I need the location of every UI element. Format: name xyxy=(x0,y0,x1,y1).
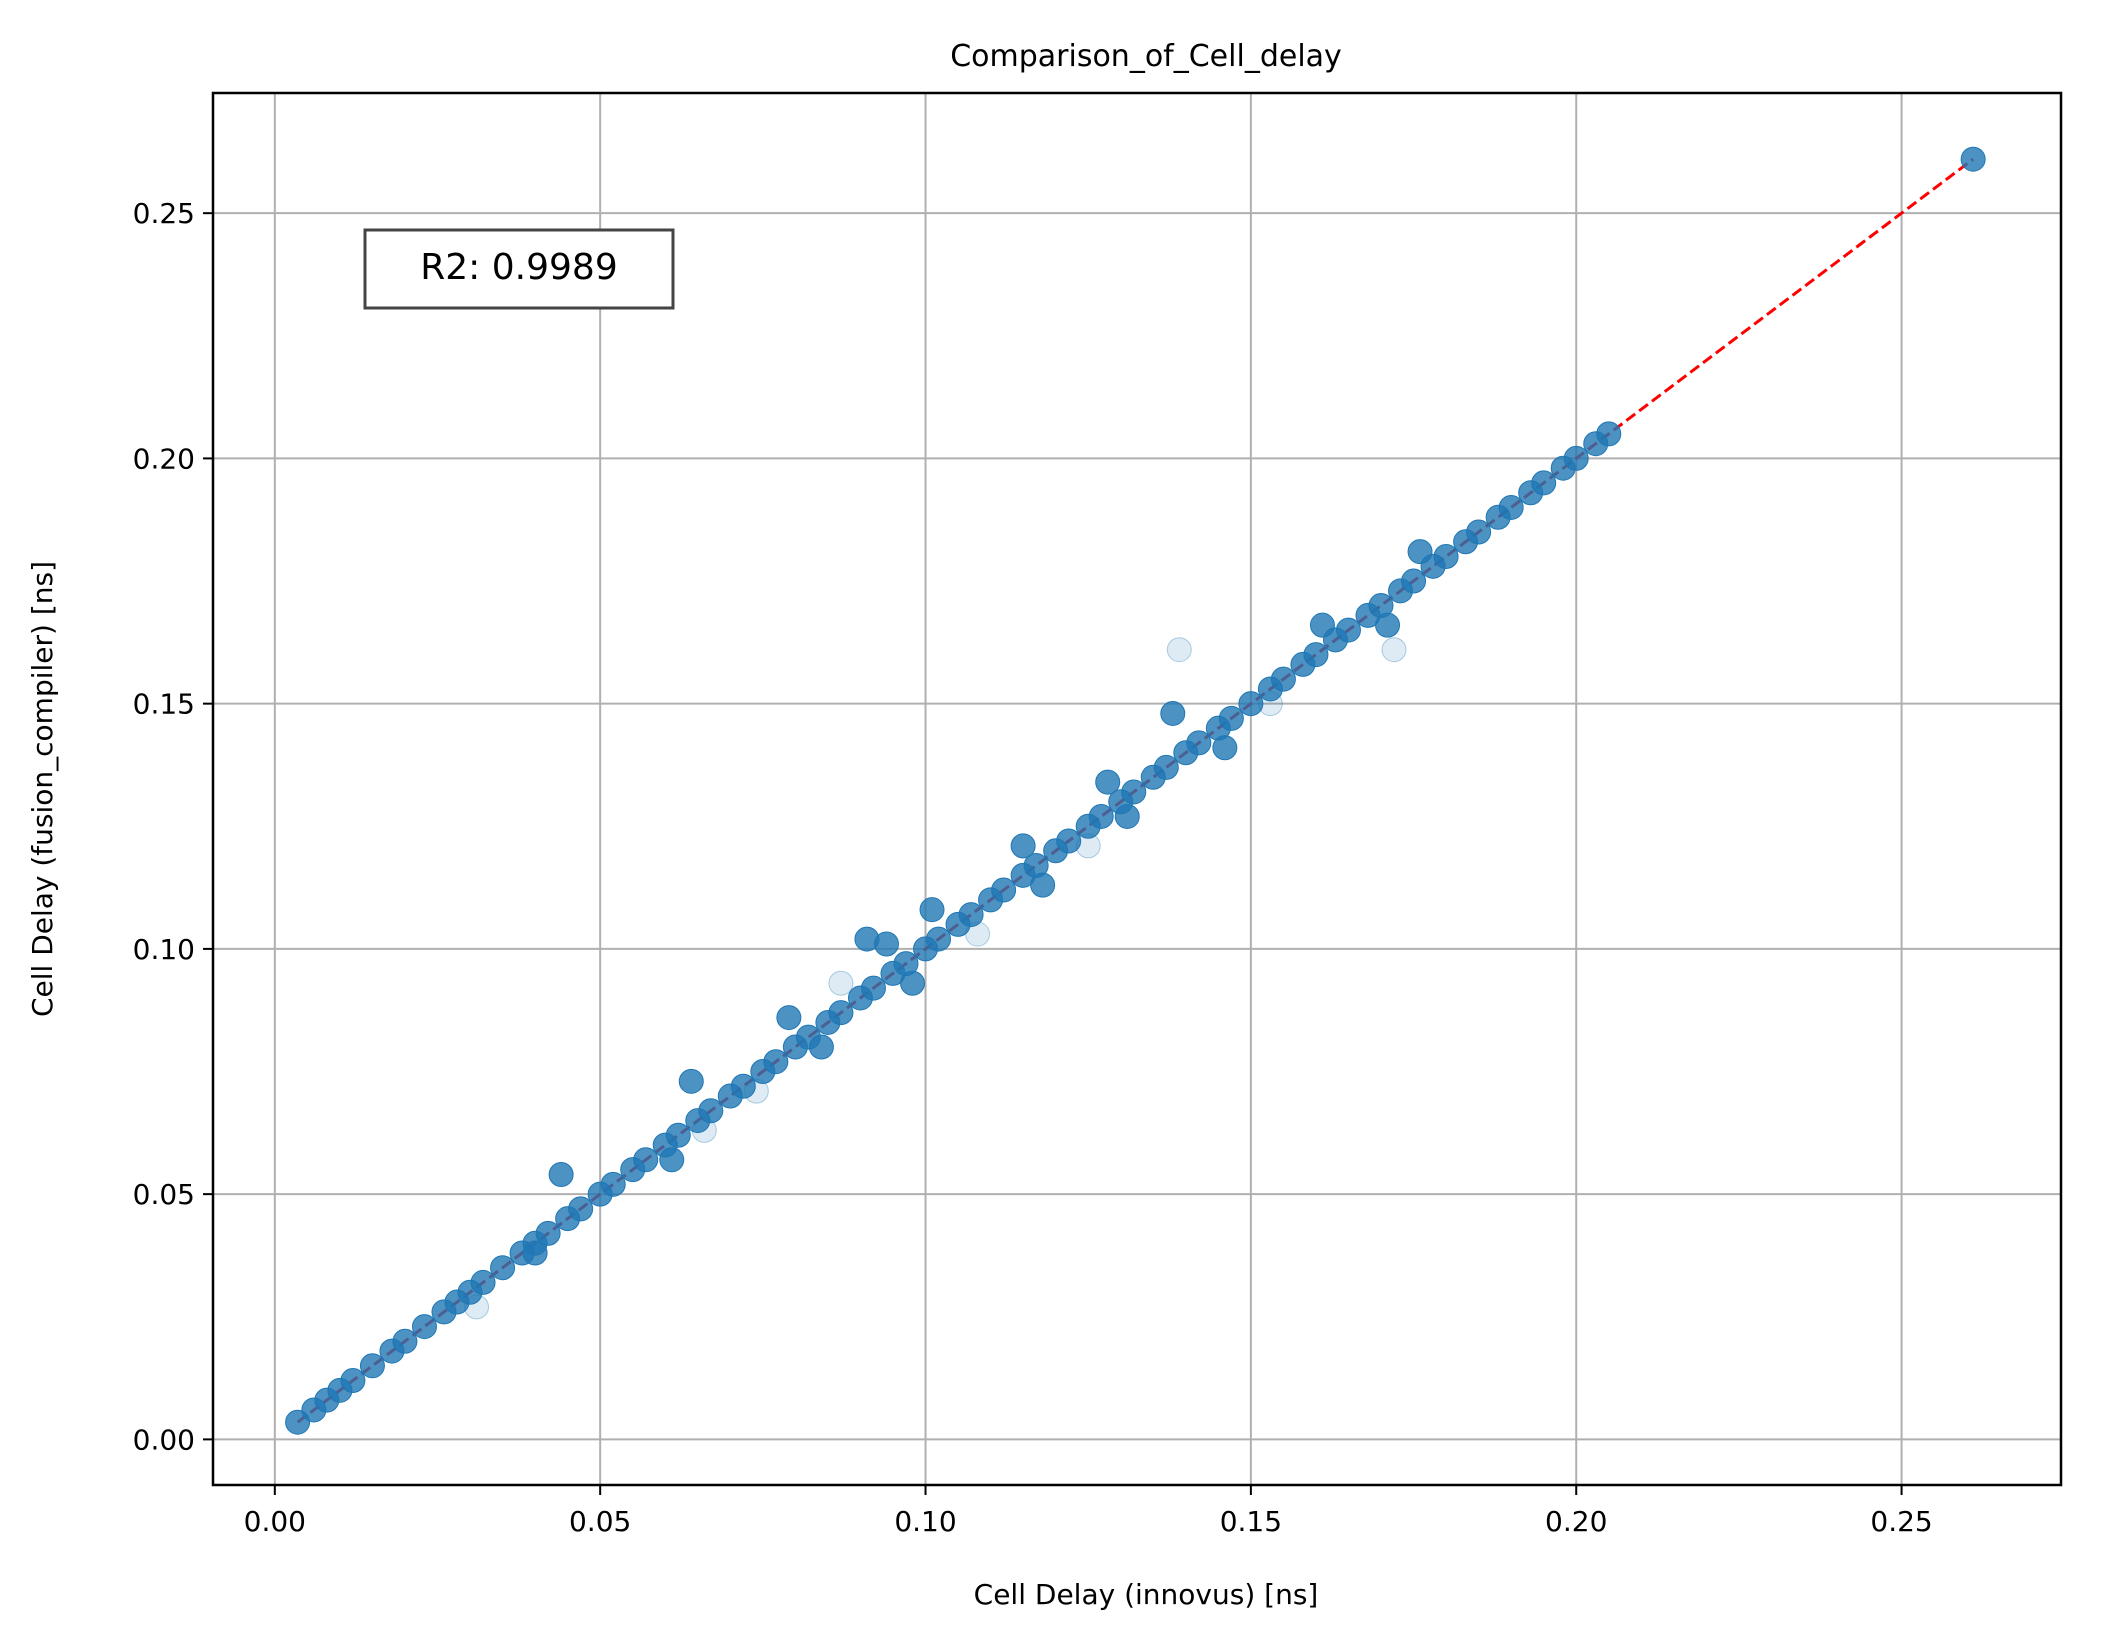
data-point xyxy=(873,931,899,957)
data-point xyxy=(919,897,945,923)
data-point xyxy=(698,1098,724,1124)
data-point xyxy=(659,1147,685,1173)
data-point xyxy=(1309,612,1335,638)
data-point xyxy=(730,1073,756,1099)
data-point xyxy=(340,1368,366,1394)
data-point xyxy=(1030,872,1056,898)
data-point xyxy=(1960,146,1986,172)
data-point xyxy=(1270,666,1296,692)
r2-annotation-box xyxy=(363,228,675,310)
data-point xyxy=(1335,617,1361,643)
data-point xyxy=(763,1049,789,1075)
r2-annotation: R2: 0.9989 xyxy=(363,228,675,310)
data-point xyxy=(1466,519,1492,545)
data-points xyxy=(285,146,1986,1435)
x-tick-label: 0.10 xyxy=(894,1505,956,1538)
data-point xyxy=(1088,803,1114,829)
data-point xyxy=(1056,828,1082,854)
data-point xyxy=(1375,612,1401,638)
data-point xyxy=(633,1147,659,1173)
data-point xyxy=(828,1000,854,1026)
data-point xyxy=(900,970,926,996)
y-tick-label: 0.00 xyxy=(133,1423,195,1456)
data-point xyxy=(965,921,991,947)
chart-title: Comparison_of_Cell_delay xyxy=(950,39,1342,74)
data-point xyxy=(691,1117,717,1143)
data-point xyxy=(1563,445,1589,471)
plot-frame xyxy=(211,91,2063,1487)
data-point xyxy=(860,975,886,1001)
data-point xyxy=(1166,637,1192,663)
data-point xyxy=(522,1240,548,1266)
grid-lines xyxy=(213,93,2061,1485)
data-point xyxy=(1433,544,1459,570)
data-point xyxy=(1498,494,1524,520)
data-point xyxy=(991,877,1017,903)
data-point xyxy=(1303,642,1329,668)
data-point xyxy=(1121,779,1147,805)
y-axis-ticks: 0.00 0.05 0.10 0.15 0.20 0.25 xyxy=(133,197,213,1456)
data-point xyxy=(568,1196,594,1222)
x-tick-label: 0.15 xyxy=(1220,1505,1282,1538)
x-axis-ticks: 0.00 0.05 0.10 0.15 0.20 0.25 xyxy=(244,1485,1933,1538)
y-tick-label: 0.05 xyxy=(133,1178,195,1211)
x-tick-label: 0.25 xyxy=(1870,1505,1932,1538)
data-point xyxy=(490,1255,516,1281)
y-tick-label: 0.15 xyxy=(133,688,195,721)
data-point xyxy=(1401,568,1427,594)
data-point xyxy=(411,1314,437,1340)
data-point xyxy=(1075,833,1101,859)
data-point xyxy=(1010,833,1036,859)
data-point xyxy=(926,926,952,952)
data-point xyxy=(958,902,984,928)
data-point xyxy=(678,1068,704,1094)
data-point xyxy=(359,1353,385,1379)
data-point xyxy=(535,1220,561,1246)
data-point xyxy=(392,1328,418,1354)
data-point xyxy=(1531,470,1557,496)
data-point xyxy=(1407,539,1433,565)
data-point xyxy=(1153,754,1179,780)
y-tick-label: 0.25 xyxy=(133,197,195,230)
y-tick-label: 0.20 xyxy=(133,442,195,475)
data-point xyxy=(1095,769,1121,795)
x-axis-label: Cell Delay (innovus) [ns] xyxy=(974,1578,1319,1611)
data-point xyxy=(1160,700,1186,726)
x-tick-label: 0.00 xyxy=(244,1505,306,1538)
data-point xyxy=(1381,637,1407,663)
data-point xyxy=(470,1269,496,1295)
y-axis-label: Cell Delay (fusion_compiler) [ns] xyxy=(26,561,59,1017)
data-point xyxy=(1218,705,1244,731)
data-point xyxy=(1596,421,1622,447)
data-point xyxy=(808,1034,834,1060)
data-point xyxy=(464,1294,490,1320)
data-point xyxy=(548,1162,574,1188)
data-point xyxy=(1186,730,1212,756)
data-point xyxy=(776,1005,802,1031)
data-point xyxy=(828,970,854,996)
data-point xyxy=(1257,691,1283,717)
data-point xyxy=(743,1078,769,1104)
data-point xyxy=(1212,735,1238,761)
x-tick-label: 0.20 xyxy=(1545,1505,1607,1538)
y-tick-label: 0.10 xyxy=(133,933,195,966)
data-point xyxy=(600,1171,626,1197)
x-tick-label: 0.05 xyxy=(569,1505,631,1538)
r2-annotation-text: R2: 0.9989 xyxy=(420,247,617,288)
data-point xyxy=(665,1122,691,1148)
data-point xyxy=(1238,691,1264,717)
data-point xyxy=(1114,803,1140,829)
